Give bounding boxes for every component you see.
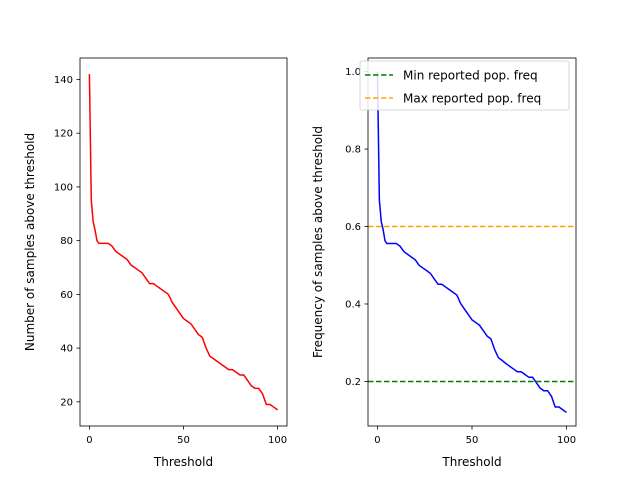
y-tick-label: 120	[54, 129, 73, 140]
left-subplot: 0 50 100 20 40 60 80 100 120 140 Threshold Number…	[23, 57, 288, 469]
y-tick-label: 0.4	[345, 299, 361, 310]
right-plot-area	[368, 71, 576, 414]
y-tick-label: 100	[54, 182, 73, 193]
y-tick-label: 0.2	[345, 377, 361, 388]
legend-label-min-reported-pop-freq: Min reported pop. freq	[403, 69, 538, 83]
right-y-axis-label: Frequency of samples above threshold	[311, 126, 325, 358]
left-x-axis-label: Threshold	[153, 455, 213, 469]
x-tick-label: 0	[374, 435, 380, 446]
left-plot-area	[88, 74, 279, 411]
right-subplot: 0 50 100 0.2 0.4 0.6 0.8 1.0 Threshold Frequenc…	[311, 57, 577, 469]
y-tick-label: 20	[60, 397, 73, 408]
legend: Min reported pop. freq Max reported pop.…	[359, 60, 570, 111]
x-tick-label: 0	[86, 435, 92, 446]
y-tick-label: 0.6	[345, 222, 361, 233]
left-axes-frame	[79, 57, 288, 427]
x-tick-label: 100	[268, 435, 287, 446]
y-tick-label: 1.0	[345, 67, 361, 78]
left-axis-ticks: 0 50 100 20 40 60 80 100 120 140	[54, 75, 287, 446]
x-tick-label: 50	[177, 435, 190, 446]
y-tick-label: 60	[60, 290, 73, 301]
series-line-0	[88, 74, 279, 411]
left-y-axis-label: Number of samples above threshold	[23, 133, 37, 351]
legend-label-max-reported-pop-freq: Max reported pop. freq	[403, 92, 541, 106]
y-tick-label: 140	[54, 75, 73, 86]
series-line-0	[376, 71, 567, 414]
x-tick-label: 100	[557, 435, 576, 446]
y-tick-label: 0.8	[345, 145, 361, 156]
y-tick-label: 80	[60, 236, 73, 247]
y-tick-label: 40	[60, 344, 73, 355]
right-axes-frame	[367, 57, 577, 427]
x-tick-label: 50	[466, 435, 479, 446]
right-x-axis-label: Threshold	[441, 455, 501, 469]
right-axis-ticks: 0 50 100 0.2 0.4 0.6 0.8 1.0	[345, 67, 576, 446]
legend-box	[359, 60, 570, 111]
